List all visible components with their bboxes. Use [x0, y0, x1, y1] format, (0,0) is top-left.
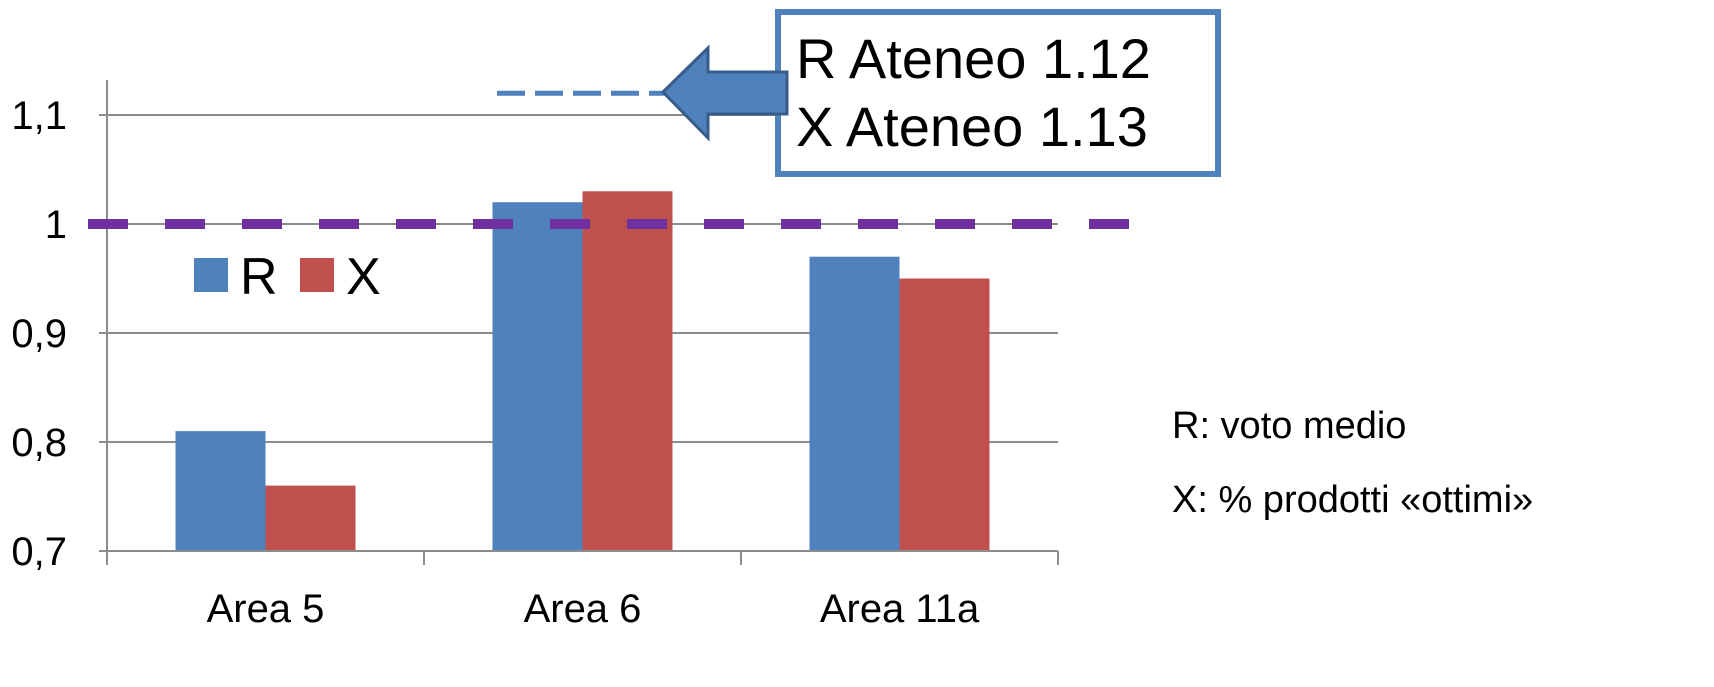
notes: R: voto medio X: % prodotti «ottimi»: [1172, 405, 1533, 521]
reference-lines: [88, 90, 1135, 229]
legend-label: R: [240, 248, 278, 306]
bar: [809, 256, 900, 551]
bar: [492, 202, 583, 551]
y-tick-label: 0,8: [11, 421, 67, 465]
callout-text: R Ateneo 1.12: [796, 27, 1151, 90]
legend-swatch: [194, 258, 228, 292]
bars: [175, 191, 990, 552]
y-tick-label: 0,7: [11, 530, 67, 574]
callout-text: X Ateneo 1.13: [796, 95, 1148, 158]
bar: [582, 191, 673, 552]
x-tick-label: Area 6: [524, 587, 642, 631]
legend-label: X: [346, 248, 381, 306]
y-tick-label: 1: [45, 203, 67, 247]
bar: [175, 431, 266, 551]
callout: R Ateneo 1.12X Ateneo 1.13: [660, 9, 1221, 177]
bar: [899, 278, 990, 551]
legend-swatch: [300, 258, 334, 292]
arrow-left-icon: [660, 44, 789, 142]
note-text: R: voto medio: [1172, 405, 1406, 447]
x-tick-label: Area 11a: [820, 587, 980, 631]
note-text: X: % prodotti «ottimi»: [1172, 479, 1533, 521]
callout-box: [775, 9, 1221, 177]
axes: 0,7 0,8 0,9 1 1,1 Area 5 Area 6 Area 11a: [11, 80, 1059, 631]
y-tick-label: 1,1: [11, 94, 67, 138]
x-tick-label: Area 5: [207, 587, 325, 631]
y-tick-label: 0,9: [11, 312, 67, 356]
bar: [265, 485, 356, 551]
